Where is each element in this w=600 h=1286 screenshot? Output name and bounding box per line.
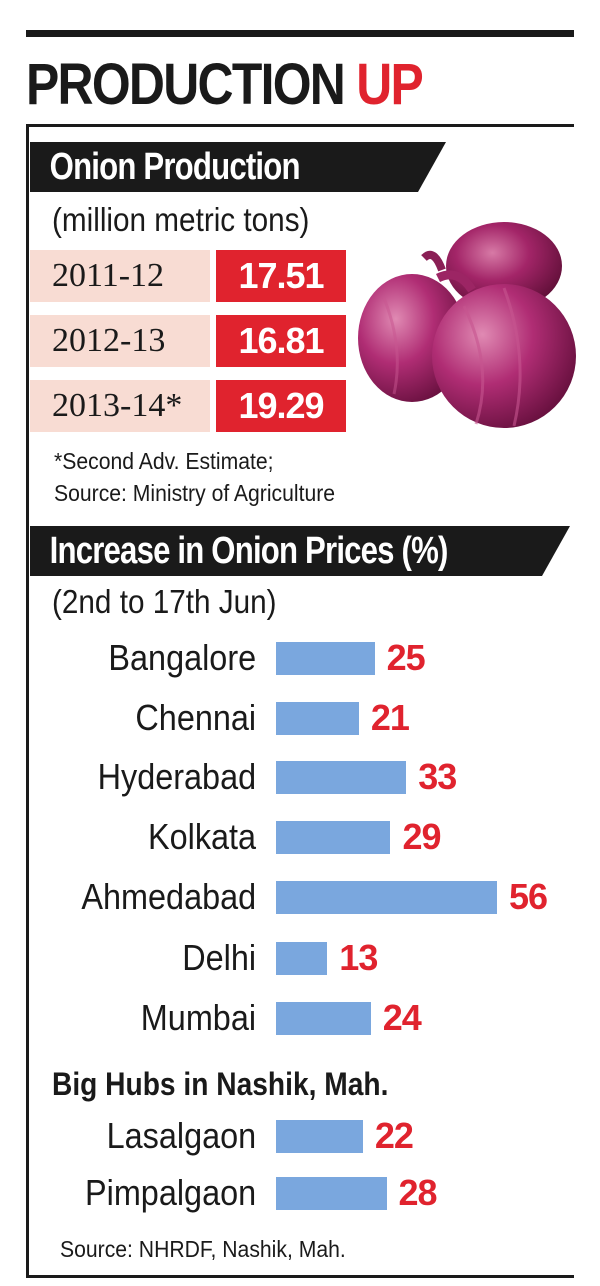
- production-note-source: Source: Ministry of Agriculture: [54, 480, 336, 506]
- production-year: 2013-14*: [52, 387, 183, 424]
- production-year-cell: 2013-14*: [30, 380, 210, 432]
- category-label: Ahmedabad: [81, 876, 256, 917]
- content-box: [26, 127, 574, 1278]
- category-label: Mumbai: [140, 997, 256, 1038]
- category-label: Hyderabad: [97, 756, 256, 797]
- category-label: Lasalgaon: [106, 1115, 256, 1156]
- production-year-cell: 2011-12: [30, 250, 210, 302]
- bar-value-label: 28: [398, 1172, 438, 1213]
- category-label: Chennai: [135, 697, 256, 738]
- production-value: 17.51: [238, 255, 324, 296]
- headline: PRODUCTION UP: [26, 50, 424, 120]
- bar-value-label: 24: [382, 997, 422, 1038]
- bar-value-label: 21: [370, 697, 410, 738]
- price-bar: [276, 881, 497, 914]
- production-row: 2011-12 17.51: [30, 250, 348, 302]
- bar-value-label: 29: [402, 816, 441, 857]
- hubs-heading: Big Hubs in Nashik, Mah.: [52, 1066, 389, 1102]
- bar-value-label: 25: [386, 637, 426, 678]
- bar-value-label: 22: [374, 1115, 414, 1156]
- production-note-estimate: *Second Adv. Estimate;: [54, 448, 274, 474]
- prices-source: Source: NHRDF, Nashik, Mah.: [60, 1236, 346, 1262]
- production-value-cell: 16.81: [216, 315, 346, 367]
- production-year: 2012-13: [52, 322, 166, 359]
- top-rule: [26, 30, 574, 37]
- price-bar: [276, 761, 407, 794]
- price-bar: [276, 942, 328, 975]
- price-bar: [276, 1002, 371, 1035]
- production-banner: Onion Production: [30, 142, 446, 192]
- category-label: Delhi: [182, 937, 256, 978]
- production-unit: (million metric tons): [52, 201, 310, 238]
- prices-title: Increase in Onion Prices (%): [49, 530, 448, 572]
- category-label: Kolkata: [147, 816, 256, 857]
- headline-rule: [26, 124, 574, 127]
- production-value: 19.29: [238, 385, 324, 426]
- production-value: 16.81: [238, 320, 324, 361]
- price-bar: [276, 821, 391, 854]
- price-bar: [276, 642, 375, 675]
- production-title: Onion Production: [49, 146, 300, 188]
- prices-banner: Increase in Onion Prices (%): [30, 526, 570, 576]
- category-label: Pimpalgaon: [84, 1172, 256, 1213]
- bar-value-label: 33: [418, 756, 457, 797]
- production-year-cell: 2012-13: [30, 315, 210, 367]
- category-label: Bangalore: [108, 637, 256, 678]
- headline-accent: UP: [356, 52, 424, 117]
- bar-value-label: 56: [509, 876, 548, 917]
- production-year: 2011-12: [52, 257, 165, 294]
- price-bar: [276, 1177, 387, 1210]
- prices-period: (2nd to 17th Jun): [52, 583, 277, 620]
- price-bar: [276, 702, 359, 735]
- price-bar: [276, 1120, 363, 1153]
- headline-main: PRODUCTION: [26, 52, 346, 117]
- bar-value-label: 13: [339, 937, 378, 978]
- production-row: 2013-14* 19.29: [30, 380, 348, 432]
- production-row: 2012-13 16.81: [30, 315, 348, 367]
- onion-illustration: [358, 222, 576, 428]
- production-value-cell: 17.51: [216, 250, 346, 302]
- production-value-cell: 19.29: [216, 380, 346, 432]
